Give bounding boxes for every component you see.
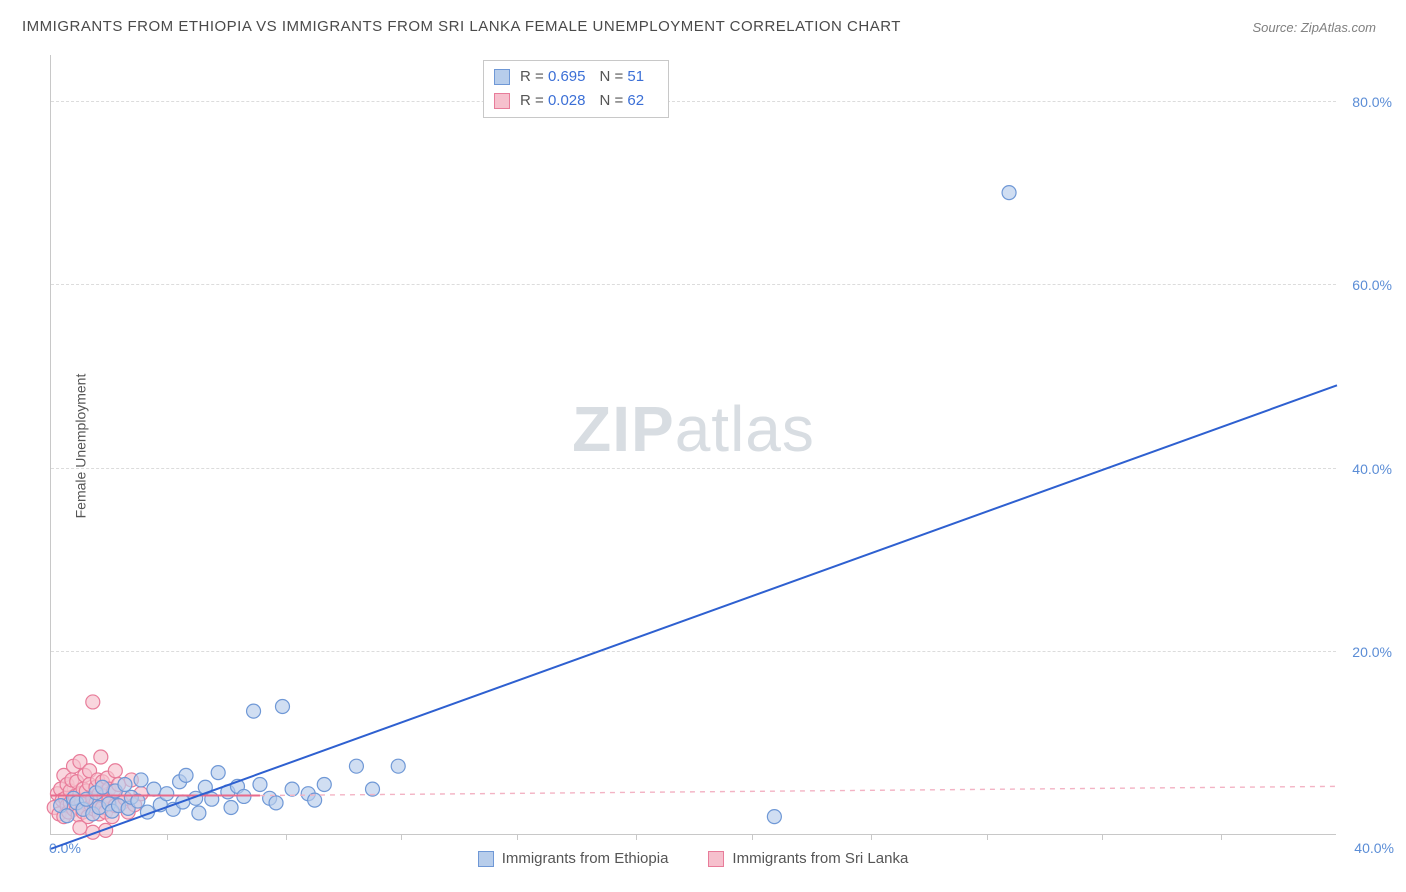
x-max-label: 40.0% [1354,840,1394,856]
chart-title: IMMIGRANTS FROM ETHIOPIA VS IMMIGRANTS F… [22,18,901,35]
series-legend: Immigrants from Ethiopia Immigrants from… [50,850,1336,867]
stat-row-srilanka: R = 0.028N = 62 [494,89,658,113]
swatch-srilanka [708,851,724,867]
swatch-ethiopia [494,69,510,85]
swatch-ethiopia [478,851,494,867]
plot-area: ZIPatlas 20.0%40.0%60.0%80.0% 0.0% 40.0%… [50,55,1336,835]
legend-item-srilanka: Immigrants from Sri Lanka [708,850,908,867]
scatter-svg [51,55,1336,834]
swatch-srilanka [494,93,510,109]
stat-legend: R = 0.695N = 51 R = 0.028N = 62 [483,60,669,118]
source-label: Source: ZipAtlas.com [1252,20,1376,35]
legend-label: Immigrants from Sri Lanka [732,850,908,867]
stat-row-ethiopia: R = 0.695N = 51 [494,65,658,89]
legend-item-ethiopia: Immigrants from Ethiopia [478,850,669,867]
legend-label: Immigrants from Ethiopia [502,850,669,867]
